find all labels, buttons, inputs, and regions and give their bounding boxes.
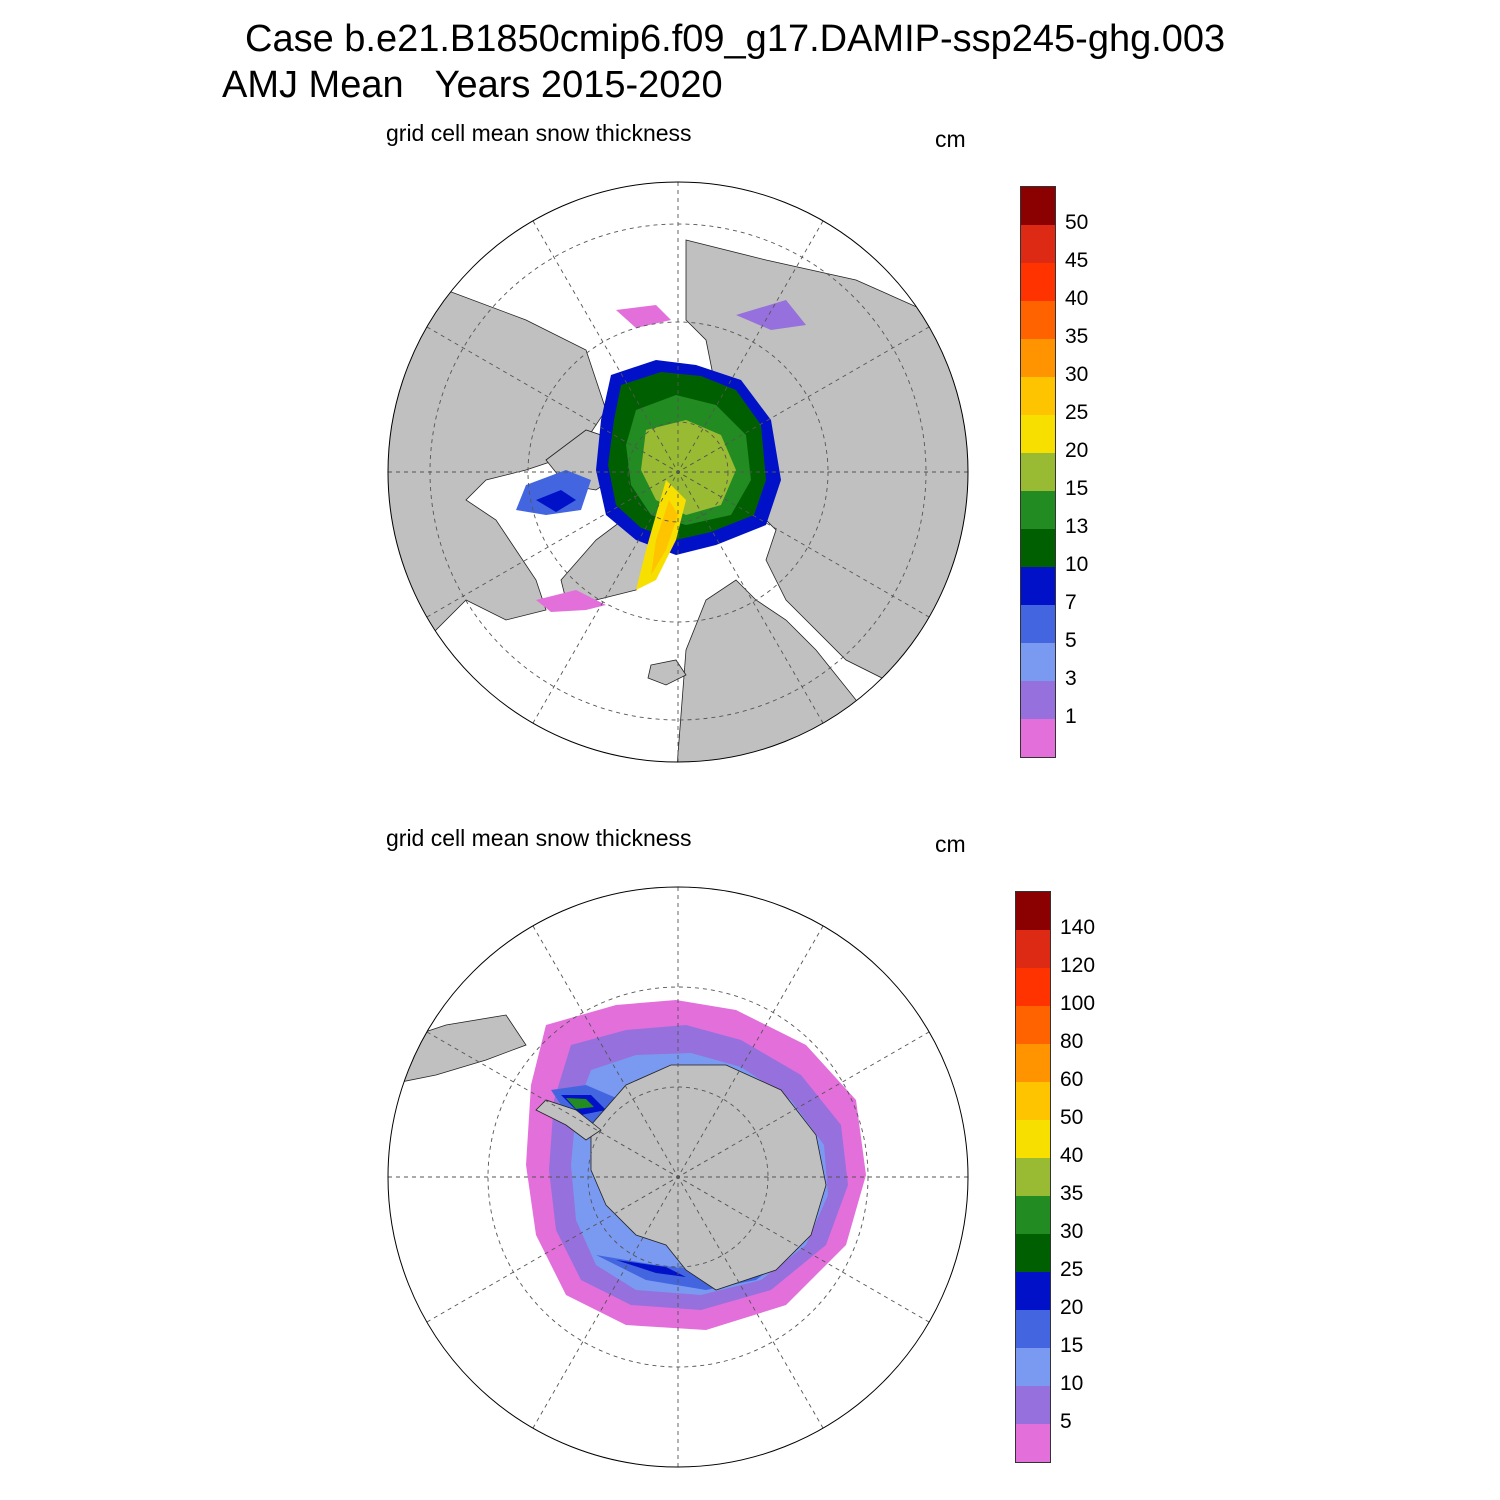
- south-land: [388, 1014, 827, 1291]
- colorbar-swatch: [1021, 415, 1055, 453]
- colorbar-swatch: [1016, 1386, 1050, 1424]
- colorbar-tick-label: 50: [1060, 1106, 1084, 1129]
- colorbar-swatch: [1021, 187, 1055, 225]
- colorbar-tick-label: 50: [1065, 211, 1089, 234]
- colorbar-swatch: [1021, 719, 1055, 757]
- colorbar-tick-label: 10: [1060, 1372, 1084, 1395]
- colorbar-tick-label: 25: [1065, 401, 1089, 424]
- colorbar-swatch: [1021, 491, 1055, 529]
- colorbar-tick-label: 1: [1065, 705, 1077, 728]
- colorbar-tick-label: 10: [1065, 553, 1089, 576]
- south-map-border: [387, 886, 969, 1468]
- north-polar-map: [387, 181, 969, 763]
- north-panel-units: cm: [935, 126, 966, 152]
- north-panel-subtitle: grid cell mean snow thickness: [386, 120, 692, 146]
- colorbar-swatch: [1016, 1044, 1050, 1082]
- colorbar-tick-label: 7: [1065, 591, 1077, 614]
- colorbar-tick-label: 35: [1060, 1182, 1084, 1205]
- colorbar-swatch: [1016, 1272, 1050, 1310]
- colorbar-tick-label: 5: [1065, 629, 1077, 652]
- colorbar-swatch: [1021, 301, 1055, 339]
- north-snow-field: [516, 300, 806, 612]
- colorbar-tick-label: 25: [1060, 1258, 1084, 1281]
- north-colorbar: [1020, 186, 1056, 758]
- south-graticule: [388, 887, 968, 1467]
- colorbar-tick-label: 35: [1065, 325, 1089, 348]
- colorbar-swatch: [1021, 567, 1055, 605]
- colorbar-swatch: [1021, 339, 1055, 377]
- colorbar-swatch: [1021, 225, 1055, 263]
- colorbar-tick-label: 40: [1060, 1144, 1084, 1167]
- colorbar-tick-label: 45: [1065, 249, 1089, 272]
- colorbar-tick-label: 13: [1065, 515, 1089, 538]
- colorbar-tick-label: 30: [1060, 1220, 1084, 1243]
- colorbar-tick-label: 15: [1060, 1334, 1084, 1357]
- colorbar-swatch: [1021, 681, 1055, 719]
- colorbar-tick-label: 20: [1065, 439, 1089, 462]
- colorbar-tick-label: 20: [1060, 1296, 1084, 1319]
- figure-title-line2: AMJ Mean Years 2015-2020: [222, 64, 723, 106]
- colorbar-tick-label: 120: [1060, 954, 1096, 977]
- colorbar-swatch: [1016, 1234, 1050, 1272]
- colorbar-tick-label: 100: [1060, 992, 1096, 1015]
- colorbar-swatch: [1016, 930, 1050, 968]
- colorbar-swatch: [1016, 968, 1050, 1006]
- colorbar-tick-label: 3: [1065, 667, 1077, 690]
- colorbar-tick-label: 80: [1060, 1030, 1084, 1053]
- south-polar-map: [387, 886, 969, 1468]
- colorbar-tick-label: 5: [1060, 1410, 1072, 1433]
- south-panel-units: cm: [935, 831, 966, 857]
- south-colorbar: [1015, 891, 1051, 1463]
- colorbar-swatch: [1021, 605, 1055, 643]
- colorbar-swatch: [1021, 453, 1055, 491]
- colorbar-swatch: [1016, 1082, 1050, 1120]
- colorbar-swatch: [1016, 1424, 1050, 1462]
- colorbar-swatch: [1021, 377, 1055, 415]
- colorbar-swatch: [1021, 263, 1055, 301]
- colorbar-tick-label: 60: [1060, 1068, 1084, 1091]
- north-map-border: [387, 181, 969, 763]
- south-panel-subtitle: grid cell mean snow thickness: [386, 825, 692, 851]
- colorbar-swatch: [1016, 1006, 1050, 1044]
- colorbar-tick-label: 40: [1065, 287, 1089, 310]
- colorbar-swatch: [1016, 1196, 1050, 1234]
- colorbar-tick-label: 15: [1065, 477, 1089, 500]
- colorbar-swatch: [1021, 529, 1055, 567]
- colorbar-swatch: [1016, 1310, 1050, 1348]
- colorbar-swatch: [1021, 643, 1055, 681]
- colorbar-tick-label: 30: [1065, 363, 1089, 386]
- colorbar-swatch: [1016, 1120, 1050, 1158]
- colorbar-swatch: [1016, 892, 1050, 930]
- colorbar-swatch: [1016, 1348, 1050, 1386]
- figure-title-line1: Case b.e21.B1850cmip6.f09_g17.DAMIP-ssp2…: [245, 18, 1226, 60]
- north-graticule: [388, 182, 968, 762]
- colorbar-tick-label: 140: [1060, 916, 1096, 939]
- colorbar-swatch: [1016, 1158, 1050, 1196]
